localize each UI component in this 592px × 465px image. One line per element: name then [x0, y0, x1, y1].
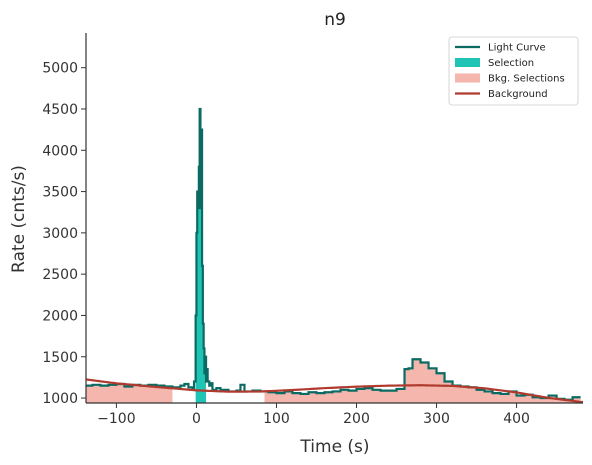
x-tick-label: 300 — [423, 411, 450, 427]
bkg-selection-region-1 — [86, 384, 173, 403]
light-curve-line — [86, 107, 581, 401]
y-tick-label: 1500 — [42, 350, 78, 366]
y-tick-label: 3000 — [42, 226, 78, 242]
y-tick-label: 4000 — [42, 143, 78, 159]
legend-label-1: Light Curve — [488, 43, 546, 54]
legend-swatch-2 — [455, 58, 480, 67]
y-tick-label: 1000 — [42, 391, 78, 407]
x-tick-label: 100 — [263, 411, 290, 427]
light-curve-layer — [86, 107, 581, 401]
y-tick-label: 2500 — [42, 267, 78, 283]
y-tick-label: 5000 — [42, 61, 78, 77]
legend-label-2: Selection — [488, 58, 534, 69]
chart-title: n9 — [324, 10, 346, 30]
y-tick-label: 2000 — [42, 308, 78, 324]
bkg-selection-region-2 — [264, 359, 581, 403]
legend-swatch-3 — [455, 73, 480, 83]
y-axis-label: Rate (cnts/s) — [9, 165, 29, 273]
axes — [85, 33, 583, 404]
y-tick-label: 4500 — [42, 102, 78, 118]
background-model-line — [85, 378, 583, 404]
ticks: −100 0 100 200 300 400 1000 1500 2000 2500 3000 350… — [42, 61, 530, 427]
x-tick-label: 400 — [503, 411, 530, 427]
x-tick-label: 200 — [343, 411, 370, 427]
legend-label-3: Bkg. Selections — [488, 74, 565, 85]
y-tick-label: 3500 — [42, 185, 78, 201]
x-tick-label: −100 — [97, 411, 135, 427]
x-axis-label: Time (s) — [299, 437, 369, 457]
x-tick-label: 0 — [192, 411, 201, 427]
legend: Light Curve Selection Bkg. Selections Backg… — [448, 36, 579, 106]
background-layer — [85, 378, 583, 404]
legend-box — [448, 36, 579, 106]
bkg-selection-layer — [86, 359, 581, 403]
legend-label-4: Background — [488, 89, 548, 100]
